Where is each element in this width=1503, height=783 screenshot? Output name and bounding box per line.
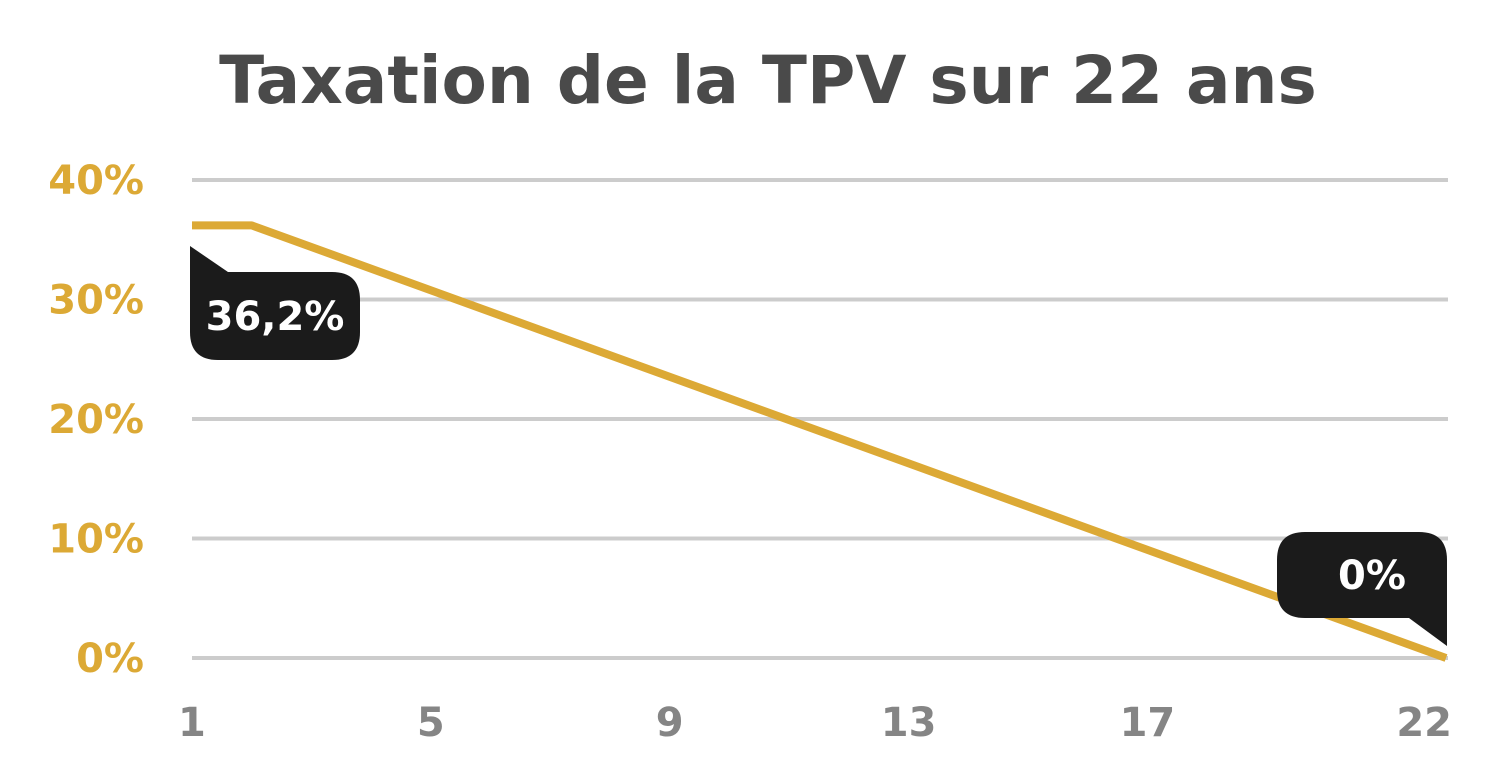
series-layer [191, 221, 1448, 662]
chart-title: Taxation de la TPV sur 22 ans [219, 42, 1317, 119]
annotation-bubble-start-shape [190, 246, 360, 360]
y-tick-label-4: 40% [48, 158, 144, 204]
x-tick-label-4: 17 [1120, 700, 1176, 746]
y-tick-label-3: 30% [48, 278, 144, 324]
annotation-label-end: 0% [1338, 553, 1406, 599]
annotation-label-start: 36,2% [206, 294, 345, 340]
y-tick-label-2: 20% [48, 397, 144, 443]
y-tick-label-0: 0% [76, 636, 144, 682]
y-tick-label-1: 10% [48, 517, 144, 563]
x-tick-label-0: 1 [178, 700, 206, 746]
x-tick-label-5: 22 [1396, 700, 1452, 746]
data-annotations: 36,2% 0% [190, 246, 1447, 646]
annotation-bubble-end-shape [1277, 532, 1447, 646]
x-axis-tick-labels: 1 5 9 13 17 22 [178, 700, 1452, 746]
x-tick-label-3: 13 [881, 700, 937, 746]
x-tick-label-2: 9 [656, 700, 684, 746]
annotation-bubble-end: 0% [1277, 532, 1447, 646]
grid-lines [192, 178, 1448, 660]
x-tick-label-1: 5 [417, 700, 445, 746]
series-line-0 [192, 221, 1448, 662]
y-axis-tick-labels: 0% 10% 20% 30% 40% [48, 158, 144, 682]
annotation-bubble-start: 36,2% [190, 246, 360, 360]
